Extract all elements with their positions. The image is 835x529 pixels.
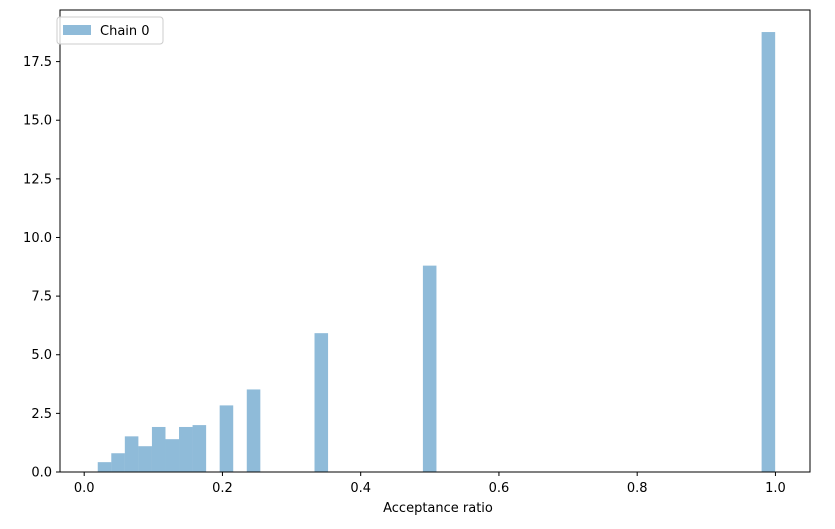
y-tick-label: 5.0	[31, 348, 52, 363]
y-tick-label: 12.5	[23, 172, 52, 187]
histogram-bar	[246, 389, 261, 472]
histogram-bar	[761, 32, 776, 472]
bars-layer	[97, 32, 776, 472]
histogram-bar	[151, 426, 166, 472]
y-tick-label: 2.5	[31, 407, 52, 422]
legend: Chain 0	[56, 16, 164, 45]
x-ticks: 0.0 0.2 0.4 0.6 0.8 1.0	[74, 472, 786, 496]
x-tick-label: 0.0	[74, 481, 95, 496]
y-ticks: 0.0 2.5 5.0 7.5 10.0 12.5 15.0 17.5	[23, 55, 60, 481]
y-tick-label: 17.5	[23, 55, 52, 70]
histogram-bar	[192, 425, 207, 472]
y-tick-label: 0.0	[31, 466, 52, 481]
x-tick-label: 0.8	[627, 481, 648, 496]
plot-frame	[59, 9, 811, 473]
x-tick-label: 0.2	[212, 481, 233, 496]
histogram-bar	[219, 405, 234, 472]
histogram-bar	[124, 436, 139, 472]
axes-layer	[59, 9, 811, 473]
histogram-bar	[422, 265, 437, 472]
x-tick-label: 1.0	[765, 481, 786, 496]
x-axis-label: Acceptance ratio	[383, 501, 493, 516]
x-tick-label: 0.4	[350, 481, 371, 496]
histogram-bar	[179, 426, 193, 472]
legend-label: Chain 0	[100, 24, 150, 39]
y-tick-label: 10.0	[23, 231, 52, 246]
histogram-bar	[165, 439, 180, 472]
y-tick-label: 15.0	[23, 114, 52, 129]
x-tick-label: 0.6	[489, 481, 510, 496]
histogram-bar	[97, 462, 112, 472]
legend-swatch	[63, 25, 91, 35]
histogram-bar	[111, 453, 125, 472]
histogram-bar	[138, 446, 152, 472]
y-tick-label: 7.5	[31, 290, 52, 305]
legend-frame	[56, 16, 164, 45]
histogram-bar	[314, 333, 329, 472]
